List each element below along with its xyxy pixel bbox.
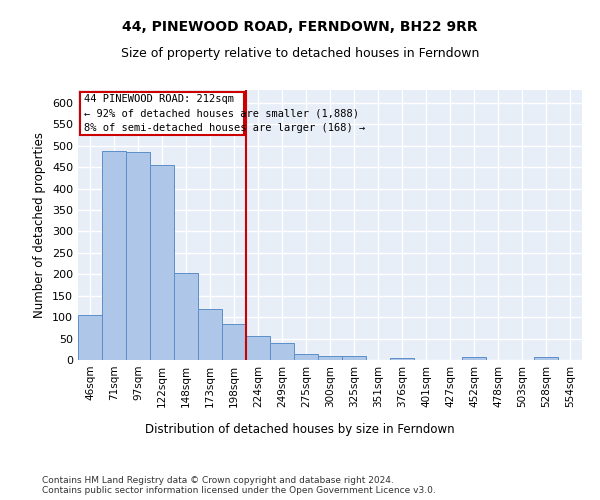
Text: 44 PINEWOOD ROAD: 212sqm
← 92% of detached houses are smaller (1,888)
8% of semi: 44 PINEWOOD ROAD: 212sqm ← 92% of detach… <box>84 94 365 134</box>
Bar <box>390 358 414 360</box>
Bar <box>150 166 174 360</box>
Bar <box>270 343 294 360</box>
Bar <box>174 274 198 360</box>
Bar <box>78 315 102 360</box>
Bar <box>246 336 270 360</box>
Bar <box>126 152 150 360</box>
Bar <box>198 308 222 360</box>
Y-axis label: Number of detached properties: Number of detached properties <box>34 132 46 318</box>
Bar <box>342 356 366 360</box>
Bar <box>294 354 318 360</box>
Bar <box>102 152 126 360</box>
Bar <box>318 356 342 360</box>
FancyBboxPatch shape <box>80 92 244 135</box>
Bar <box>222 324 246 360</box>
Text: Size of property relative to detached houses in Ferndown: Size of property relative to detached ho… <box>121 48 479 60</box>
Bar <box>462 357 486 360</box>
Bar <box>534 357 558 360</box>
Text: Contains HM Land Registry data © Crown copyright and database right 2024.
Contai: Contains HM Land Registry data © Crown c… <box>42 476 436 495</box>
Text: 44, PINEWOOD ROAD, FERNDOWN, BH22 9RR: 44, PINEWOOD ROAD, FERNDOWN, BH22 9RR <box>122 20 478 34</box>
Text: Distribution of detached houses by size in Ferndown: Distribution of detached houses by size … <box>145 422 455 436</box>
